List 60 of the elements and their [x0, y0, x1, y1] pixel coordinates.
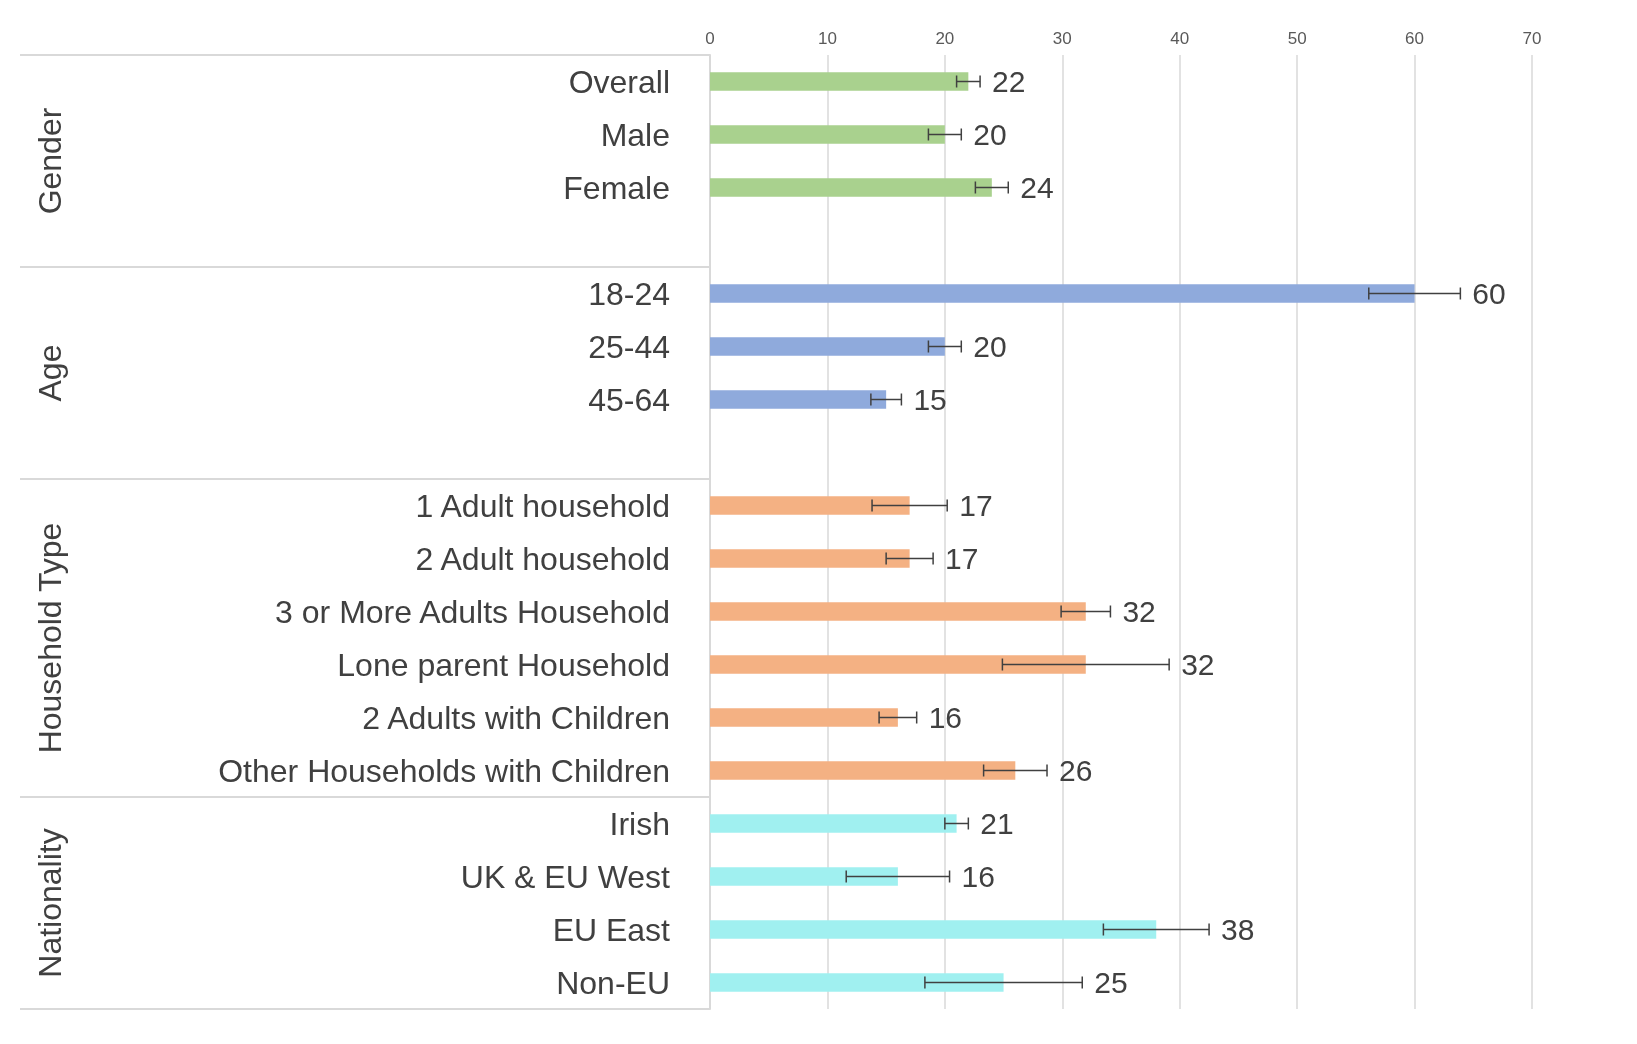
text: Gender [32, 107, 68, 215]
bar [710, 337, 945, 356]
y-tick-label: EU East [552, 911, 671, 948]
y-tick-label: 2 Adults with Children [362, 699, 670, 736]
y-tick-label: 1 Adult household [415, 487, 670, 524]
bar [710, 72, 969, 91]
y-tick-label: 3 or More Adults Household [275, 593, 670, 630]
bar [710, 920, 1157, 939]
bar [710, 390, 887, 409]
y-tick-label: Non-EU [556, 964, 670, 1001]
data-label: 32 [1122, 595, 1156, 628]
data-label: 17 [959, 489, 993, 522]
data-label: 21 [980, 807, 1014, 840]
bar [710, 761, 1016, 780]
y-tick-label: Lone parent Household [337, 646, 670, 683]
bar [710, 125, 945, 144]
x-tick-label: 30 [1052, 29, 1072, 48]
x-tick-label: 20 [935, 29, 955, 48]
data-label: 16 [928, 701, 963, 734]
bar [710, 814, 957, 833]
bar [710, 973, 1004, 992]
x-tick-label: 60 [1405, 29, 1425, 48]
data-label: 24 [1020, 171, 1054, 204]
data-label: 15 [913, 383, 947, 416]
y-tick-label: Male [600, 116, 670, 153]
x-tick-label: 40 [1170, 29, 1190, 48]
bar [710, 178, 992, 197]
y-tick-label: Other Households with Children [218, 752, 670, 789]
bar [710, 708, 898, 727]
data-label: 17 [945, 542, 979, 575]
data-label: 38 [1221, 913, 1255, 946]
text: Age [32, 344, 68, 402]
text: Household Type [32, 522, 68, 754]
y-tick-label: Female [563, 169, 670, 206]
bar [710, 655, 1086, 674]
data-label: 22 [992, 65, 1026, 98]
y-tick-label: Overall [568, 63, 670, 100]
data-label: 26 [1059, 754, 1093, 787]
data-label: 32 [1181, 648, 1215, 681]
bar [710, 602, 1086, 621]
x-tick-label: 50 [1287, 29, 1307, 48]
y-tick-label: Irish [609, 805, 670, 842]
y-tick-label: UK & EU West [460, 858, 671, 895]
data-label: 16 [961, 860, 995, 893]
data-label: 60 [1472, 277, 1506, 310]
y-tick-label: 18-24 [588, 275, 670, 312]
y-tick-label: 2 Adult household [415, 540, 670, 577]
x-tick-label: 10 [817, 29, 837, 48]
data-label: 20 [973, 330, 1007, 363]
bar [710, 496, 910, 515]
y-tick-label: 45-64 [588, 381, 670, 418]
x-tick-label: 70 [1522, 29, 1542, 48]
y-tick-label: 25-44 [588, 328, 670, 365]
data-label: 20 [973, 118, 1007, 151]
x-tick-label: 0 [705, 29, 715, 48]
bar [710, 284, 1415, 303]
bar [710, 867, 898, 886]
text: Nationality [32, 828, 68, 978]
data-label: 25 [1094, 966, 1128, 999]
bar [710, 549, 910, 568]
